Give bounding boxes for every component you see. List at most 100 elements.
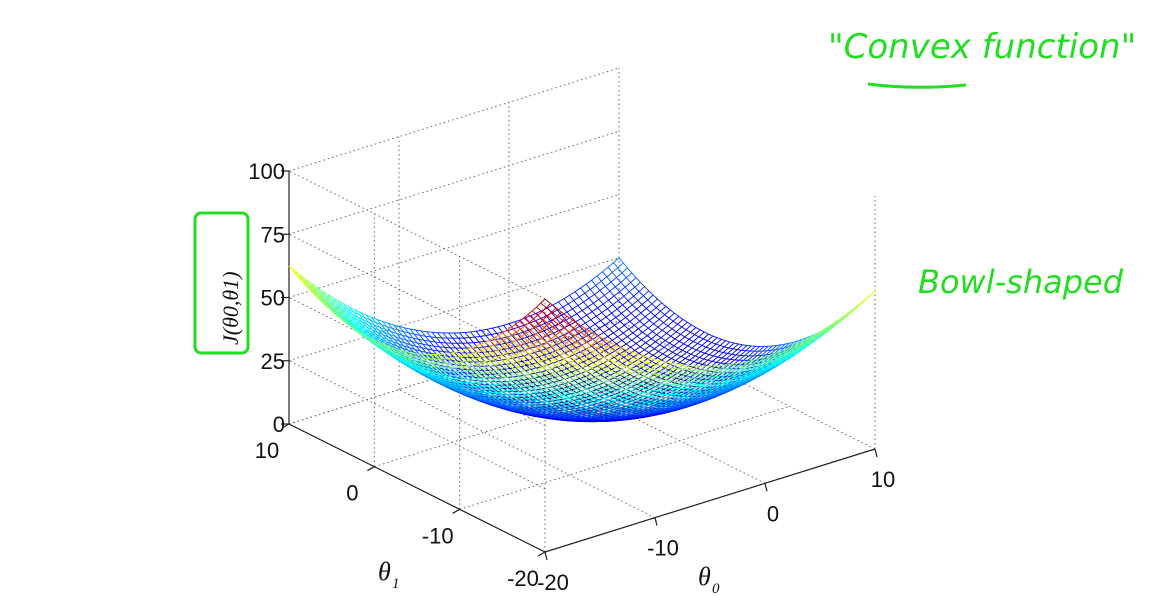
surface-mesh-segment (608, 299, 614, 306)
surface-mesh-segment (637, 300, 643, 305)
surface-mesh-segment (556, 338, 562, 344)
floor-grid-line (398, 389, 656, 519)
surface-mesh-segment (435, 337, 441, 343)
surface-mesh-segment (592, 351, 599, 356)
surface-mesh-segment (613, 381, 620, 384)
surface-mesh-segment (452, 357, 457, 359)
surface-mesh-segment (652, 326, 659, 332)
surface-mesh-segment (636, 335, 642, 341)
surface-mesh-segment (414, 359, 421, 365)
surface-mesh-segment (632, 332, 638, 337)
surface-mesh-segment (443, 351, 450, 353)
surface-mesh-segment (379, 327, 385, 333)
surface-mesh-segment (469, 336, 475, 339)
surface-mesh-segment (421, 347, 428, 350)
surface-mesh-segment (613, 328, 620, 334)
surface-mesh-segment (647, 294, 654, 301)
surface-mesh-segment (646, 308, 651, 313)
surface-mesh-segment (426, 348, 432, 354)
surface-mesh-segment (423, 340, 429, 346)
surface-mesh-segment (646, 303, 653, 309)
x-tick-mark (544, 551, 548, 561)
surface-mesh-segment (349, 306, 356, 311)
surface-mesh-segment (635, 343, 641, 348)
surface-mesh-segment (374, 324, 381, 328)
surface-mesh-segment (601, 312, 607, 318)
surface-mesh-segment (610, 365, 617, 369)
surface-mesh-segment (501, 354, 508, 360)
floor-grid-line (618, 320, 876, 450)
surface-mesh-segment (607, 336, 613, 341)
surface-mesh-segment (577, 301, 584, 306)
surface-mesh-segment (438, 346, 444, 352)
surface-mesh-segment (562, 303, 569, 308)
surface-mesh-segment (598, 294, 605, 300)
surface-mesh-segment (451, 371, 458, 376)
surface-mesh-segment (473, 341, 480, 344)
surface-mesh-segment (634, 281, 641, 288)
surface-mesh-segment (613, 295, 619, 301)
surface-mesh-segment (502, 332, 509, 338)
surface-mesh-segment (634, 286, 640, 292)
surface-mesh-segment (463, 337, 469, 344)
surface-mesh-segment (375, 322, 381, 328)
surface-mesh-segment (460, 355, 466, 358)
surface-mesh-segment (620, 343, 627, 348)
back-wall-grid-line (288, 320, 620, 425)
surface-mesh-segment (452, 337, 458, 344)
surface-mesh-segment (625, 343, 631, 348)
surface-mesh-segment (630, 308, 637, 314)
surface-mesh-segment (450, 367, 457, 373)
back-wall-grid-line (288, 194, 620, 298)
surface-mesh-segment (583, 297, 590, 303)
surface-mesh-segment (602, 266, 609, 273)
surface-mesh-segment (403, 345, 409, 351)
surface-mesh-segment (585, 388, 592, 392)
surface-mesh-segment (629, 316, 636, 322)
surface-mesh-segment (409, 328, 415, 335)
surface-mesh-segment (387, 322, 393, 329)
surface-mesh-segment (457, 337, 463, 344)
surface-mesh-segment (422, 343, 429, 346)
surface-mesh-segment (631, 272, 637, 279)
surface-mesh-segment (475, 330, 481, 337)
surface-mesh-segment (414, 349, 420, 355)
surface-mesh-segment (614, 400, 621, 403)
surface-mesh-segment (555, 317, 561, 324)
surface-mesh-segment (492, 327, 498, 334)
surface-mesh-segment (595, 280, 602, 286)
surface-mesh-segment (600, 316, 607, 322)
surface-mesh-segment (380, 324, 386, 330)
surface-mesh-segment (610, 320, 615, 326)
surface-mesh-segment (586, 314, 592, 321)
surface-mesh-segment (481, 366, 487, 369)
surface-mesh-segment (416, 353, 423, 359)
surface-mesh-segment (389, 334, 396, 337)
surface-mesh-segment (410, 344, 417, 347)
surface-mesh-segment (628, 291, 634, 297)
surface-mesh-segment (533, 315, 538, 320)
y-axis-line (288, 423, 546, 553)
surface-mesh-segment (481, 351, 487, 358)
surface-mesh-segment (625, 277, 631, 283)
surface-mesh-segment (398, 326, 404, 332)
surface-mesh-segment (569, 291, 576, 296)
surface-mesh-segment (649, 345, 655, 350)
surface-mesh-segment (603, 398, 610, 401)
surface-mesh-segment (624, 321, 631, 326)
surface-mesh-segment (616, 272, 623, 278)
surface-mesh-segment (603, 294, 609, 301)
surface-mesh-segment (427, 348, 433, 351)
surface-mesh-segment (571, 313, 578, 318)
surface-mesh-segment (370, 319, 376, 323)
surface-mesh-segment (400, 337, 407, 341)
surface-mesh-segment (596, 275, 602, 282)
surface-mesh-segment (635, 277, 641, 283)
surface-mesh-segment (635, 316, 640, 322)
surface-mesh-segment (644, 316, 650, 321)
surface-mesh-segment (652, 351, 659, 356)
surface-mesh-segment (408, 332, 414, 339)
surface-mesh-segment (412, 337, 418, 344)
surface-mesh-segment (552, 360, 559, 364)
surface-mesh-segment (650, 338, 656, 343)
